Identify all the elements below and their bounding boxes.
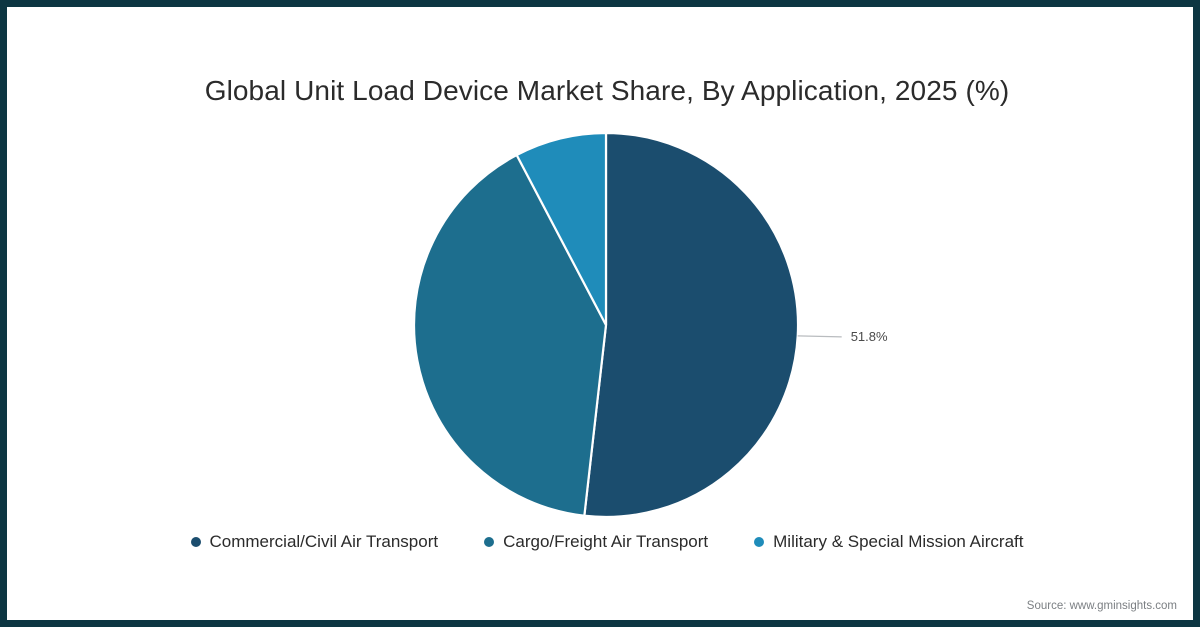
legend-item-label: Cargo/Freight Air Transport	[503, 532, 709, 551]
legend-item-label: Military & Special Mission Aircraft	[773, 532, 1024, 551]
slice-value-label: 51.8%	[851, 329, 888, 344]
pie-slice[interactable]	[515, 131, 608, 327]
legend-color-swatch-icon	[484, 537, 495, 547]
source-attribution: Source: www.gminsights.com	[1026, 600, 1177, 612]
legend-color-swatch-icon	[754, 537, 765, 547]
pie-slices	[412, 131, 800, 519]
chart-legend: Commercial/Civil Air Transport Cargo/Frei…	[7, 532, 1193, 552]
page-title: Global Unit Load Device Market Share, By…	[204, 75, 1010, 106]
pie-annotations: 51.8%	[797, 329, 888, 344]
legend-item[interactable]: Commercial/Civil Air Transport	[190, 532, 439, 552]
legend-item-label: Commercial/Civil Air Transport	[209, 532, 439, 551]
label-leader-line	[797, 335, 842, 338]
pie-slice[interactable]	[412, 153, 608, 517]
legend-item[interactable]: Cargo/Freight Air Transport	[484, 532, 708, 552]
legend-item[interactable]: Military & Special Mission Aircraft	[754, 532, 1023, 552]
legend-color-swatch-icon	[190, 537, 201, 547]
pie-slice[interactable]	[583, 131, 800, 519]
